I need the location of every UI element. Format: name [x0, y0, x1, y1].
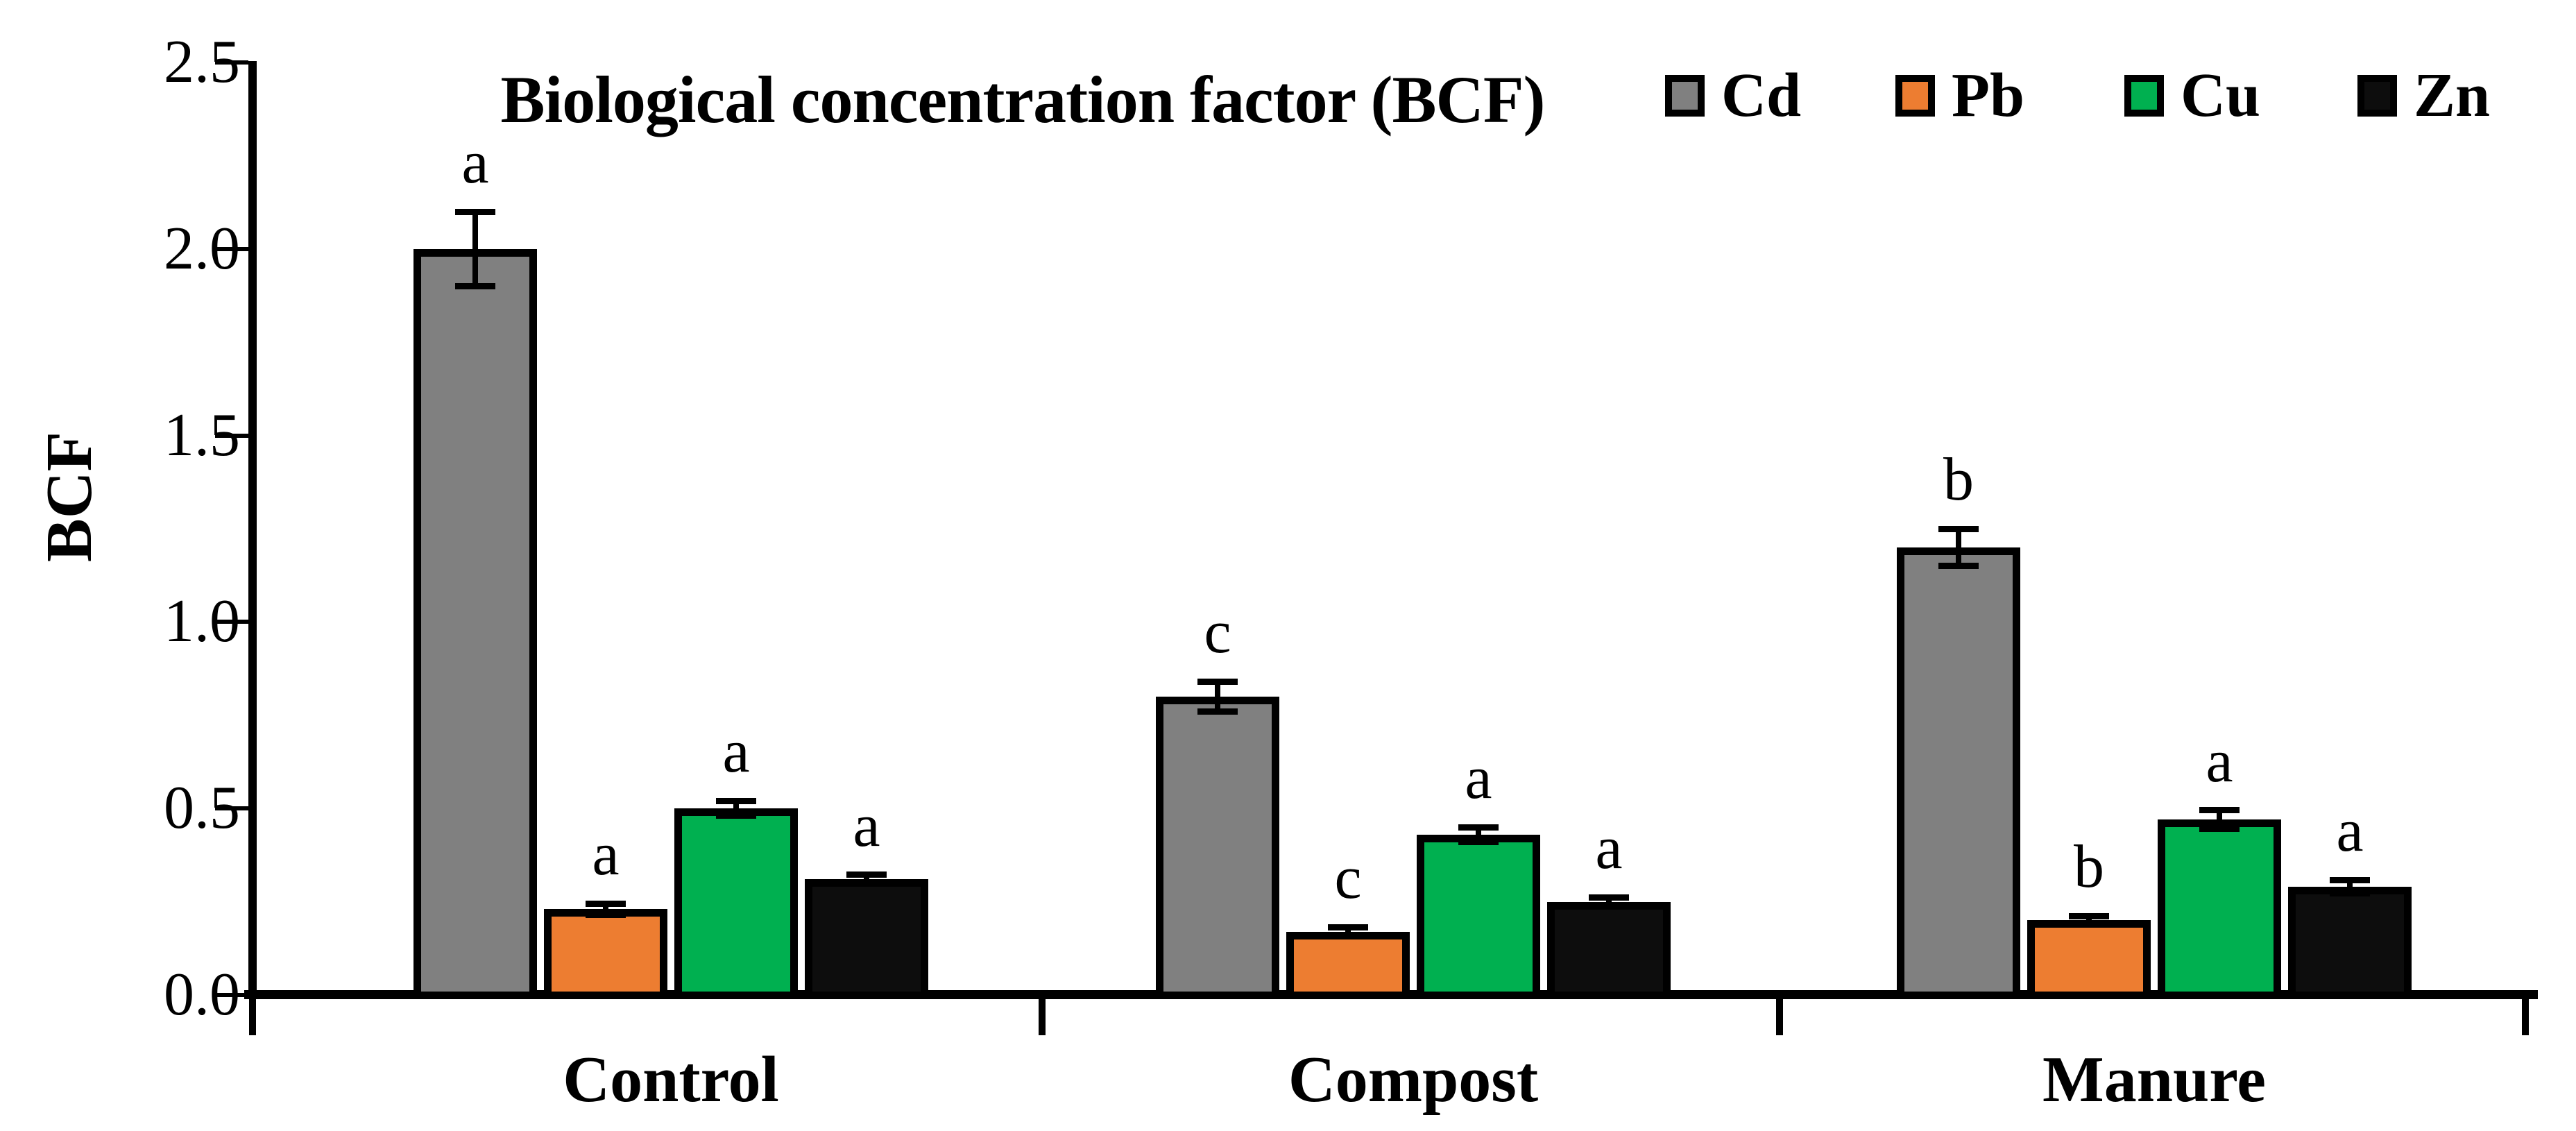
legend-label: Cu [2181, 61, 2261, 130]
error-bar-cap-bottom [1458, 839, 1499, 845]
y-axis-tick-label: 2.5 [164, 28, 240, 96]
y-axis-tick-label: 1.5 [164, 402, 240, 469]
y-axis-tick-label: 0.5 [164, 774, 240, 842]
legend-item-cu: Cu [2124, 61, 2261, 130]
error-bar-cap-bottom [1328, 933, 1368, 939]
legend-swatch [1895, 75, 1935, 117]
y-axis-tick-label: 0.0 [164, 961, 240, 1028]
y-axis-tick [215, 434, 248, 438]
y-axis-tick [215, 60, 248, 65]
significance-letter: a [1465, 745, 1492, 812]
significance-letter: a [2206, 728, 2233, 795]
error-bar-cap-top [1197, 679, 1238, 685]
y-axis-line [248, 61, 257, 999]
error-bar-cap-bottom [586, 912, 626, 918]
bar-pb-control [544, 909, 667, 999]
bar-cu-control [674, 808, 798, 999]
error-bar-cap-top [455, 209, 495, 215]
error-bar-cap-top [1938, 526, 1979, 532]
error-bar-cap-bottom [1589, 903, 1629, 910]
error-bar-cap-bottom [1197, 708, 1238, 715]
bar-pb-manure [2027, 920, 2151, 999]
error-bar-cap-top [2330, 877, 2370, 883]
legend-item-zn: Zn [2357, 61, 2491, 130]
category-label-manure: Manure [2042, 1044, 2267, 1116]
error-bar-cap-bottom [846, 881, 887, 887]
significance-letter: c [1204, 599, 1231, 666]
legend-swatch [1665, 75, 1705, 117]
y-axis-tick [215, 806, 248, 810]
error-bar [603, 903, 608, 915]
significance-letter: a [461, 129, 489, 196]
legend-item-pb: Pb [1895, 61, 2025, 130]
x-axis-tick [1039, 999, 1046, 1035]
significance-letter: c [1334, 844, 1362, 912]
error-bar-cap-top [1589, 894, 1629, 901]
significance-letter: a [1595, 815, 1623, 882]
error-bar [2086, 916, 2092, 925]
legend-label: Pb [1952, 61, 2025, 130]
bar-zn-manure [2288, 887, 2412, 999]
error-bar-cap-top [2199, 807, 2240, 813]
category-label-control: Control [563, 1044, 779, 1116]
y-axis-tick [215, 993, 248, 997]
significance-letter: b [2074, 833, 2104, 901]
error-bar-cap-top [1328, 924, 1368, 930]
significance-letter: a [853, 792, 880, 860]
error-bar [1345, 927, 1351, 936]
error-bar [472, 212, 478, 287]
legend-swatch [2357, 75, 2397, 117]
error-bar-cap-bottom [2069, 921, 2109, 928]
chart-title: Biological concentration factor (BCF) [500, 62, 1546, 137]
error-bar-cap-top [2069, 913, 2109, 919]
bar-zn-compost [1547, 902, 1671, 999]
bar-cu-compost [1417, 835, 1540, 999]
error-bar-cap-bottom [716, 813, 756, 819]
error-bar [1476, 827, 1481, 842]
error-bar [733, 801, 739, 816]
error-bar [2217, 810, 2222, 829]
legend-swatch [2124, 75, 2164, 117]
error-bar-cap-top [846, 871, 887, 878]
legend-label: Zn [2414, 61, 2491, 130]
error-bar-cap-bottom [2199, 826, 2240, 832]
y-axis-tick-label: 2.0 [164, 215, 240, 282]
bar-zn-control [805, 879, 928, 999]
bar-cd-control [413, 249, 537, 999]
significance-letter: a [592, 821, 620, 888]
error-bar [2347, 880, 2353, 893]
error-bar-cap-top [1458, 824, 1499, 831]
category-label-compost: Compost [1288, 1044, 1539, 1116]
legend-label: Cd [1721, 61, 1802, 130]
error-bar-cap-top [586, 901, 626, 907]
x-axis-tick [1776, 999, 1783, 1035]
significance-letter: a [722, 718, 750, 785]
y-axis-tick [215, 247, 248, 251]
y-axis-tick [215, 620, 248, 624]
bar-cd-compost [1156, 697, 1279, 999]
error-bar-cap-bottom [1938, 563, 1979, 569]
x-axis-tick [249, 999, 256, 1035]
error-bar [1606, 897, 1612, 906]
bar-cu-manure [2158, 819, 2281, 999]
bar-cd-manure [1897, 547, 2020, 999]
error-bar [1215, 681, 1220, 711]
significance-letter: b [1943, 446, 1974, 513]
error-bar-cap-top [716, 798, 756, 804]
error-bar-cap-bottom [455, 283, 495, 289]
error-bar-cap-bottom [2330, 890, 2370, 896]
significance-letter: a [2336, 797, 2364, 865]
x-axis-tick [2522, 999, 2529, 1035]
error-bar [1956, 529, 1961, 566]
bar-pb-compost [1286, 932, 1410, 999]
y-axis-tick-label: 1.0 [164, 588, 240, 655]
error-bar [864, 875, 869, 884]
legend-item-cd: Cd [1665, 61, 1802, 130]
